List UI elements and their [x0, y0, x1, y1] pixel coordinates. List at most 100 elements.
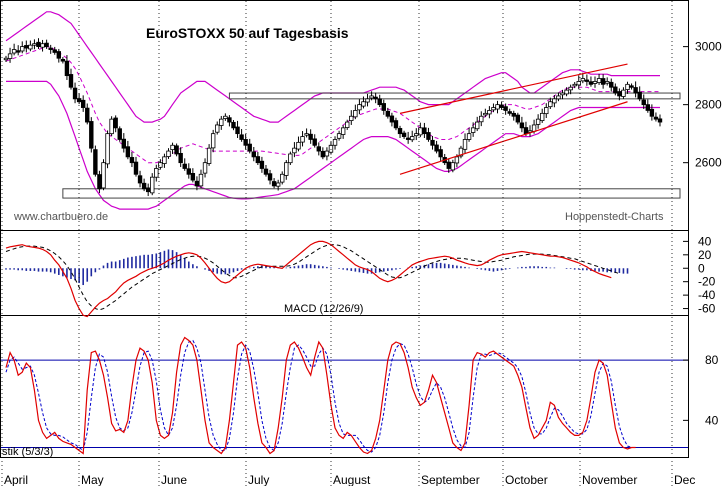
candle-body [560, 92, 565, 96]
candle-body [556, 95, 561, 100]
candle-body [544, 107, 549, 115]
macd-ytick-label: -40 [698, 288, 716, 302]
candle-body [625, 83, 630, 90]
candle-body [487, 110, 492, 115]
candle-body [174, 145, 179, 155]
candle-body [288, 153, 293, 164]
candle-body [150, 176, 155, 194]
candle-body [247, 143, 252, 152]
candle-body [511, 112, 516, 117]
candle-body [584, 79, 590, 82]
candle-body [215, 124, 220, 133]
candle-body [572, 83, 577, 87]
candle-body [637, 91, 642, 100]
candle-body [304, 133, 309, 136]
candle-body [564, 89, 569, 95]
candle-body [60, 58, 66, 62]
candle-body [349, 115, 354, 122]
candle-body [365, 98, 370, 103]
candle-body [548, 101, 553, 108]
candle-body [385, 110, 391, 117]
macd-ytick-label: 40 [698, 234, 712, 248]
candle-body [154, 168, 159, 178]
month-label: Dec [674, 473, 695, 486]
candle-body [609, 81, 614, 88]
candle-body [353, 110, 358, 118]
candle-body [101, 162, 106, 189]
candle-body [434, 144, 439, 152]
macd-signal-line [5, 244, 620, 311]
stochastic-ytick-label: 40 [705, 413, 719, 427]
candle-body [657, 118, 663, 123]
candle-body [7, 53, 13, 59]
candle-body [308, 133, 313, 140]
candle-body [280, 173, 285, 183]
candle-body [44, 42, 49, 48]
month-label: May [81, 473, 104, 486]
candle-body [178, 152, 183, 164]
candle-body [15, 50, 21, 53]
candle-body [401, 132, 407, 137]
candle-body [588, 81, 594, 85]
candle-body [470, 127, 476, 133]
stochastic-d-line [5, 339, 636, 453]
candle-body [600, 78, 606, 85]
moving-average-line [5, 46, 660, 164]
candle-body [491, 107, 496, 111]
candle-body [64, 60, 70, 77]
candle-body [503, 106, 508, 111]
candle-body [535, 118, 541, 125]
candle-body [267, 173, 273, 181]
candle-body [580, 78, 586, 82]
candle-body [519, 122, 525, 129]
macd-ytick-label: 20 [698, 248, 712, 262]
candle-body [206, 147, 212, 164]
candle-body [145, 187, 151, 193]
chart-title: EuroSTOXX 50 auf Tagesbasis [146, 25, 349, 41]
candle-body [426, 132, 431, 140]
candle-body [219, 118, 224, 126]
macd-ytick-label: -20 [698, 275, 716, 289]
month-label: August [333, 473, 371, 486]
candle-body [495, 104, 500, 110]
candle-body [389, 115, 395, 123]
candle-body [340, 127, 346, 135]
candle-body [446, 161, 451, 169]
candle-body [141, 182, 147, 190]
candle-body [418, 127, 423, 136]
candle-body [125, 146, 131, 158]
trendline-1 [399, 63, 628, 114]
candle-body [410, 136, 415, 141]
candle-body [552, 98, 557, 104]
price-ytick-label: 3000 [695, 40, 722, 54]
candle-body [239, 134, 244, 140]
candle-body [653, 116, 659, 120]
candle-body [397, 128, 403, 135]
candle-body [507, 111, 512, 114]
candle-body [259, 160, 265, 169]
macd-line [5, 240, 612, 318]
candle-body [109, 118, 114, 135]
candle-body [466, 133, 472, 140]
candle-body [320, 150, 326, 158]
candle-body [430, 139, 435, 146]
price-ytick-label: 2600 [695, 156, 722, 170]
candle-body [48, 47, 53, 50]
candle-body [576, 81, 581, 86]
candle-body [515, 114, 521, 123]
x-axis: April May June July August September October No… [1, 1, 695, 486]
candle-body [80, 99, 86, 108]
candle-body [604, 81, 610, 84]
candle-body [121, 138, 127, 149]
month-label: November [582, 473, 637, 486]
candle-body [499, 104, 504, 108]
month-label: September [421, 473, 480, 486]
candle-body [231, 121, 236, 129]
macd-ytick-label: 0 [698, 261, 705, 275]
stochastic-panel: 80 40 [1, 336, 719, 455]
candle-body [621, 89, 626, 97]
candle-body [357, 104, 362, 111]
candle-body [137, 175, 143, 184]
candle-body [28, 44, 33, 50]
